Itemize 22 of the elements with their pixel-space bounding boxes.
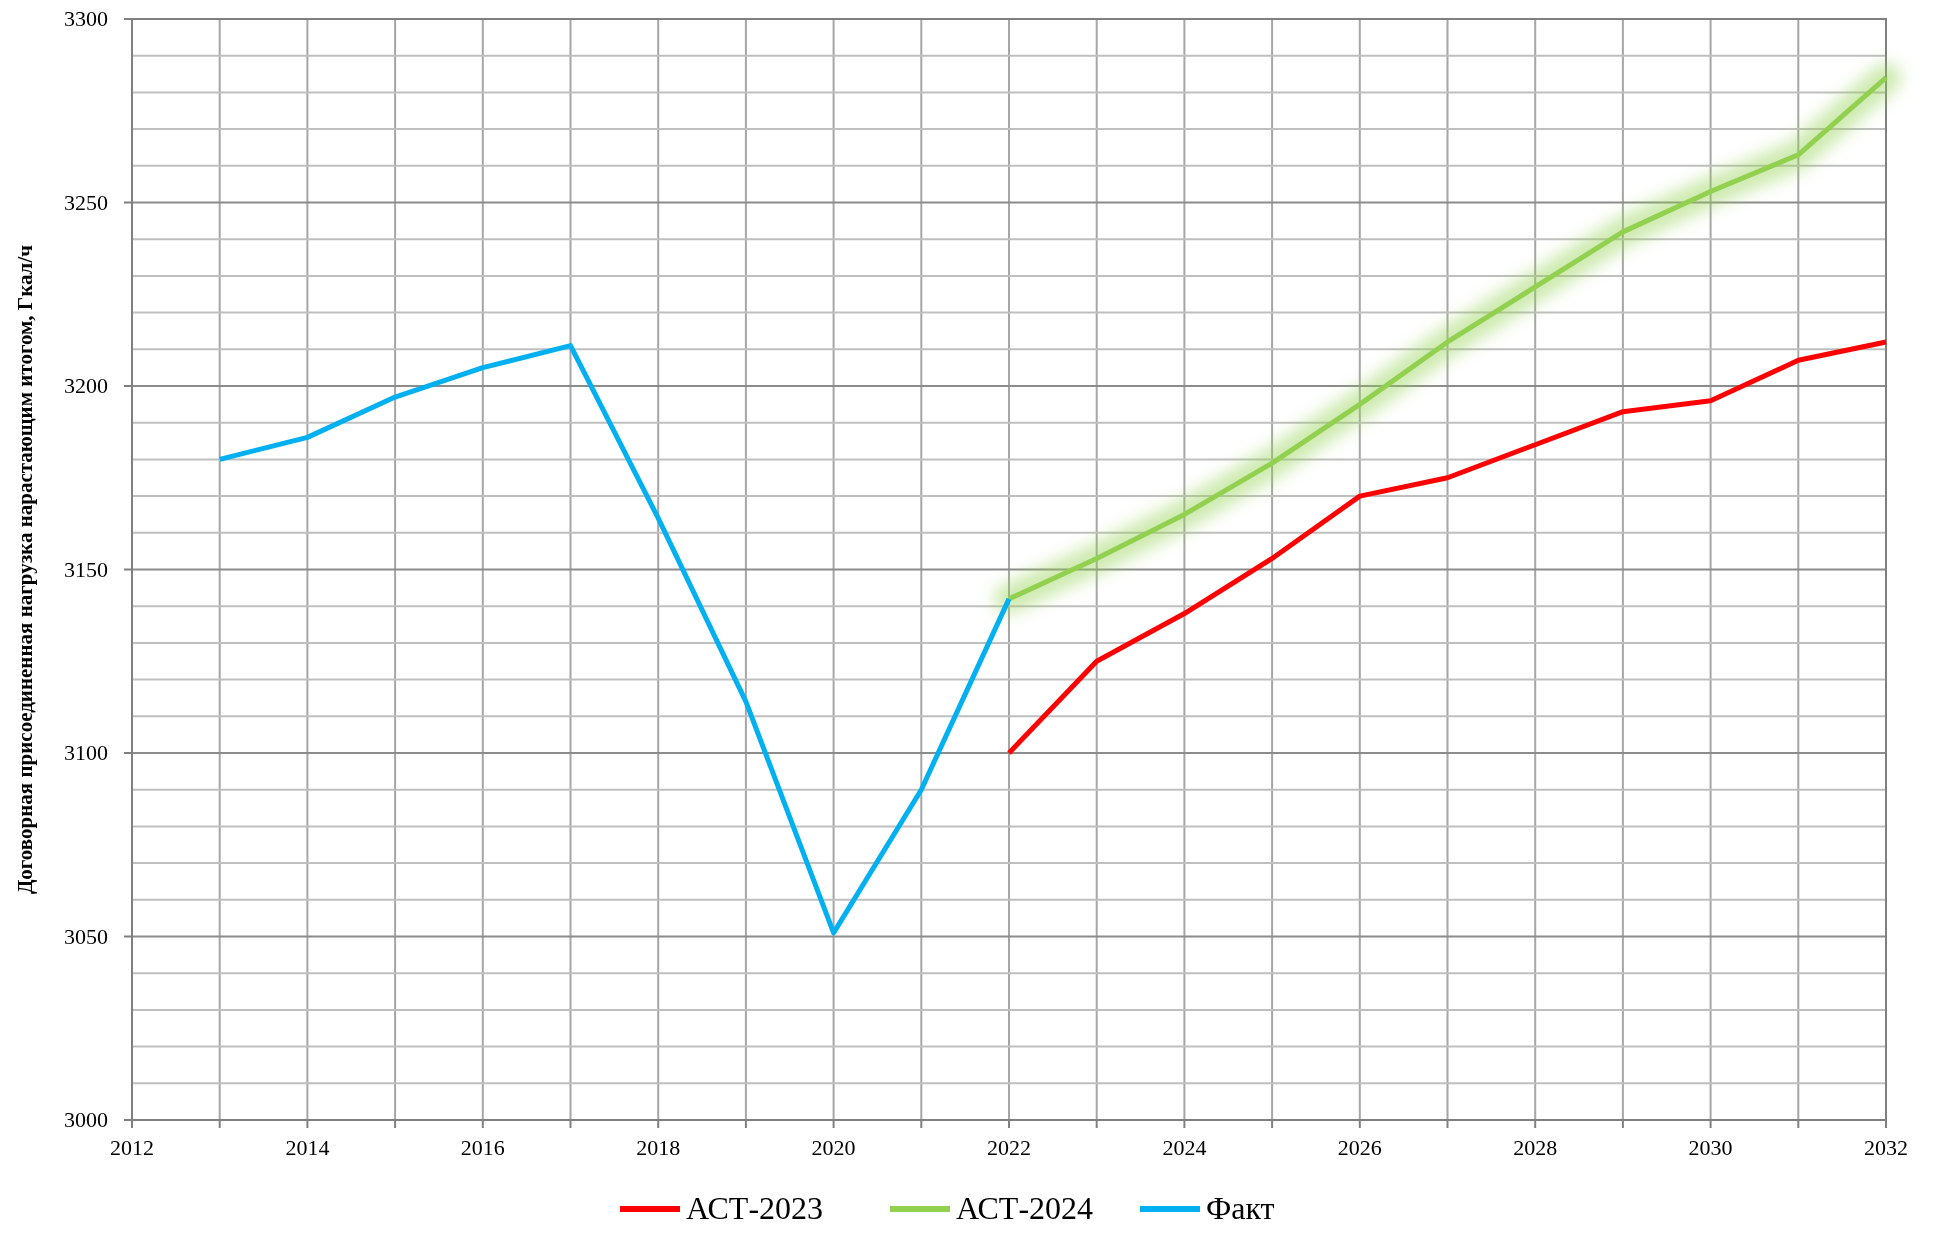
x-tick-label: 2026 (1337, 1135, 1382, 1160)
legend-label: АСТ-2024 (956, 1190, 1094, 1226)
y-tick-label: 3050 (64, 923, 108, 949)
x-tick-label: 2018 (636, 1135, 681, 1160)
x-tick-label: 2020 (811, 1135, 856, 1160)
legend-label: АСТ-2023 (686, 1190, 824, 1226)
x-tick-label: 2016 (460, 1135, 505, 1160)
x-tick-label: 2014 (285, 1135, 330, 1160)
y-tick-label: 3000 (64, 1107, 108, 1132)
x-tick-label: 2030 (1688, 1135, 1733, 1160)
y-tick-label: 3300 (64, 6, 108, 31)
y-axis-title: Договорная присоединенная нагрузка нарастающим итогом, Гкал/ч (13, 244, 37, 895)
y-tick-label: 3100 (64, 740, 108, 765)
y-tick-label: 3150 (64, 556, 108, 582)
x-tick-label: 2024 (1162, 1135, 1207, 1160)
x-tick-label: 2022 (987, 1135, 1031, 1160)
x-tick-label: 2032 (1864, 1135, 1908, 1160)
x-tick-label: 2012 (110, 1135, 154, 1160)
y-tick-label: 3250 (64, 189, 108, 215)
y-tick-label: 3200 (64, 373, 108, 398)
legend-label: Факт (1206, 1190, 1275, 1226)
x-tick-label: 2028 (1513, 1135, 1558, 1160)
